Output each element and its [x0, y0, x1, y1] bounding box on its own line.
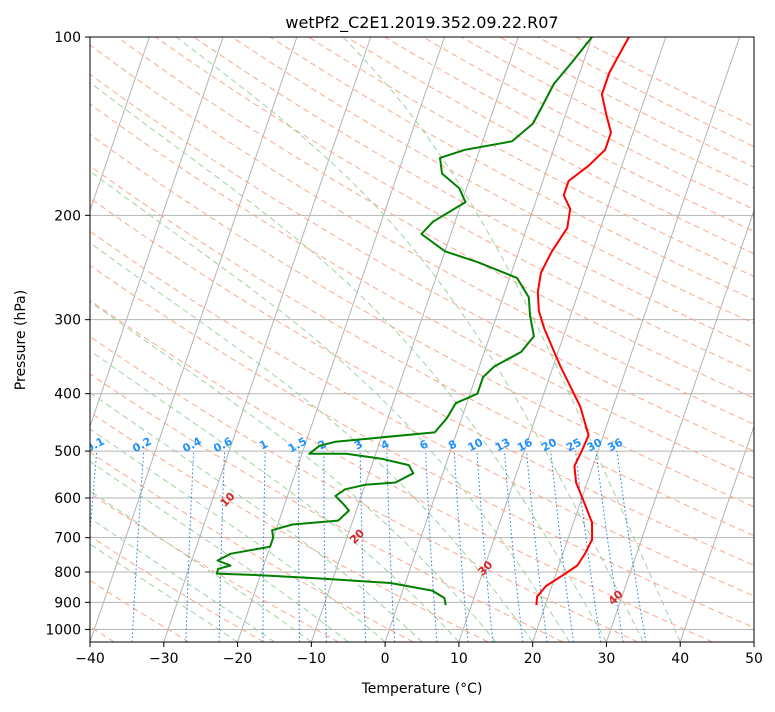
y-tick-label: 600: [54, 491, 81, 507]
x-tick-label: 30: [598, 651, 616, 667]
x-tick-label: 20: [524, 651, 542, 667]
y-tick-label: 900: [54, 595, 81, 611]
y-tick-label: 200: [54, 208, 81, 224]
x-tick-label: 0: [381, 651, 390, 667]
y-tick-label: 100: [54, 30, 81, 46]
x-tick-label: −40: [75, 651, 105, 667]
x-tick-label: 10: [450, 651, 468, 667]
y-tick-label: 400: [54, 387, 81, 403]
x-tick-label: 50: [745, 651, 763, 667]
x-tick-label: 40: [671, 651, 689, 667]
y-axis-label: Pressure (hPa): [13, 290, 29, 390]
x-tick-label: −30: [149, 651, 179, 667]
x-tick-label: −20: [223, 651, 253, 667]
y-tick-label: 500: [54, 444, 81, 460]
x-tick-label: −10: [297, 651, 327, 667]
chart-title: wetPf2_C2E1.2019.352.09.22.R07: [285, 13, 558, 33]
x-axis-label: Temperature (°C): [361, 681, 483, 697]
y-tick-label: 300: [54, 313, 81, 329]
y-tick-label: 800: [54, 565, 81, 581]
y-tick-label: 1000: [45, 622, 81, 638]
y-tick-label: 700: [54, 531, 81, 547]
